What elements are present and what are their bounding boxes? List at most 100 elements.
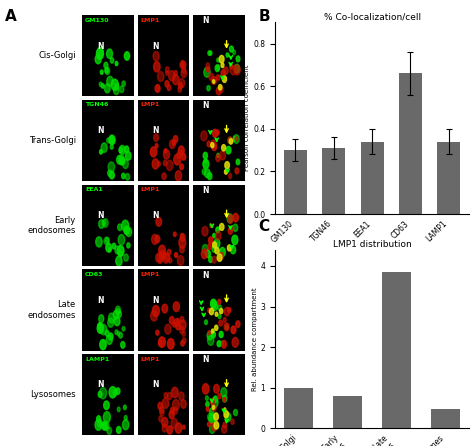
- Circle shape: [124, 416, 127, 420]
- Circle shape: [109, 171, 114, 179]
- Circle shape: [114, 86, 119, 95]
- Circle shape: [202, 227, 208, 236]
- Circle shape: [217, 75, 220, 80]
- Circle shape: [210, 399, 214, 405]
- Circle shape: [104, 237, 109, 245]
- Circle shape: [233, 224, 238, 231]
- Circle shape: [115, 62, 118, 66]
- Circle shape: [108, 162, 115, 172]
- Circle shape: [209, 414, 215, 423]
- Circle shape: [182, 425, 185, 429]
- Circle shape: [233, 213, 238, 222]
- Circle shape: [176, 322, 181, 330]
- Circle shape: [234, 409, 237, 416]
- Circle shape: [180, 150, 183, 154]
- Circle shape: [182, 153, 186, 160]
- Circle shape: [167, 249, 171, 255]
- Circle shape: [223, 422, 227, 428]
- Circle shape: [217, 58, 219, 62]
- Circle shape: [221, 340, 227, 348]
- Circle shape: [209, 256, 212, 263]
- Circle shape: [126, 152, 131, 160]
- Circle shape: [220, 151, 226, 160]
- Circle shape: [230, 246, 236, 254]
- Circle shape: [114, 317, 120, 326]
- Circle shape: [126, 227, 132, 236]
- Circle shape: [208, 308, 210, 313]
- Circle shape: [165, 71, 168, 75]
- Circle shape: [162, 398, 169, 409]
- Circle shape: [218, 299, 221, 305]
- Circle shape: [160, 251, 165, 260]
- Circle shape: [180, 164, 183, 169]
- Circle shape: [152, 235, 158, 244]
- Circle shape: [124, 254, 128, 261]
- Circle shape: [208, 422, 210, 426]
- Circle shape: [100, 149, 102, 154]
- Text: N: N: [203, 271, 209, 280]
- Circle shape: [175, 423, 182, 433]
- Circle shape: [219, 320, 223, 326]
- Circle shape: [155, 235, 160, 243]
- Circle shape: [174, 252, 178, 257]
- Bar: [399, 74, 422, 214]
- Circle shape: [228, 228, 232, 234]
- Circle shape: [233, 50, 236, 55]
- Circle shape: [115, 330, 118, 334]
- Circle shape: [214, 384, 219, 393]
- Circle shape: [109, 387, 116, 398]
- Circle shape: [101, 84, 104, 88]
- Circle shape: [224, 307, 230, 316]
- Text: Late
endosomes: Late endosomes: [27, 300, 76, 320]
- Circle shape: [119, 148, 123, 153]
- Circle shape: [219, 331, 223, 338]
- Circle shape: [210, 299, 216, 308]
- Circle shape: [108, 170, 112, 176]
- Circle shape: [213, 396, 218, 402]
- Circle shape: [155, 144, 158, 148]
- Text: N: N: [97, 211, 104, 220]
- Circle shape: [167, 392, 172, 400]
- Circle shape: [102, 219, 108, 227]
- Circle shape: [97, 416, 100, 422]
- Circle shape: [206, 63, 210, 68]
- Circle shape: [162, 304, 168, 313]
- Y-axis label: Pearson correlation coefficient: Pearson correlation coefficient: [244, 65, 250, 171]
- Circle shape: [209, 51, 212, 55]
- Circle shape: [211, 329, 214, 333]
- Circle shape: [214, 413, 219, 420]
- Circle shape: [235, 137, 238, 141]
- Circle shape: [231, 326, 236, 334]
- Circle shape: [227, 214, 233, 223]
- Circle shape: [216, 231, 221, 240]
- Text: LMP1: LMP1: [140, 17, 160, 23]
- Circle shape: [122, 220, 129, 231]
- Circle shape: [208, 330, 210, 335]
- Circle shape: [103, 423, 107, 429]
- Circle shape: [180, 316, 184, 322]
- Circle shape: [106, 335, 112, 344]
- Circle shape: [99, 315, 104, 323]
- Text: LAMP1: LAMP1: [85, 356, 109, 362]
- Circle shape: [107, 138, 110, 143]
- Circle shape: [100, 422, 102, 426]
- Bar: [438, 142, 460, 214]
- Circle shape: [113, 310, 118, 319]
- Bar: [322, 148, 345, 214]
- Circle shape: [212, 256, 217, 263]
- Text: N: N: [153, 41, 159, 50]
- Circle shape: [101, 143, 107, 153]
- Circle shape: [177, 318, 179, 323]
- Text: N: N: [203, 186, 209, 195]
- Circle shape: [121, 342, 125, 348]
- Circle shape: [223, 397, 226, 402]
- Circle shape: [111, 79, 118, 91]
- Circle shape: [210, 223, 212, 227]
- Circle shape: [164, 149, 167, 153]
- Circle shape: [212, 405, 215, 409]
- Text: Lysosomes: Lysosomes: [30, 390, 76, 399]
- Circle shape: [167, 85, 171, 91]
- Circle shape: [228, 308, 231, 312]
- Circle shape: [220, 341, 223, 346]
- Circle shape: [122, 326, 125, 331]
